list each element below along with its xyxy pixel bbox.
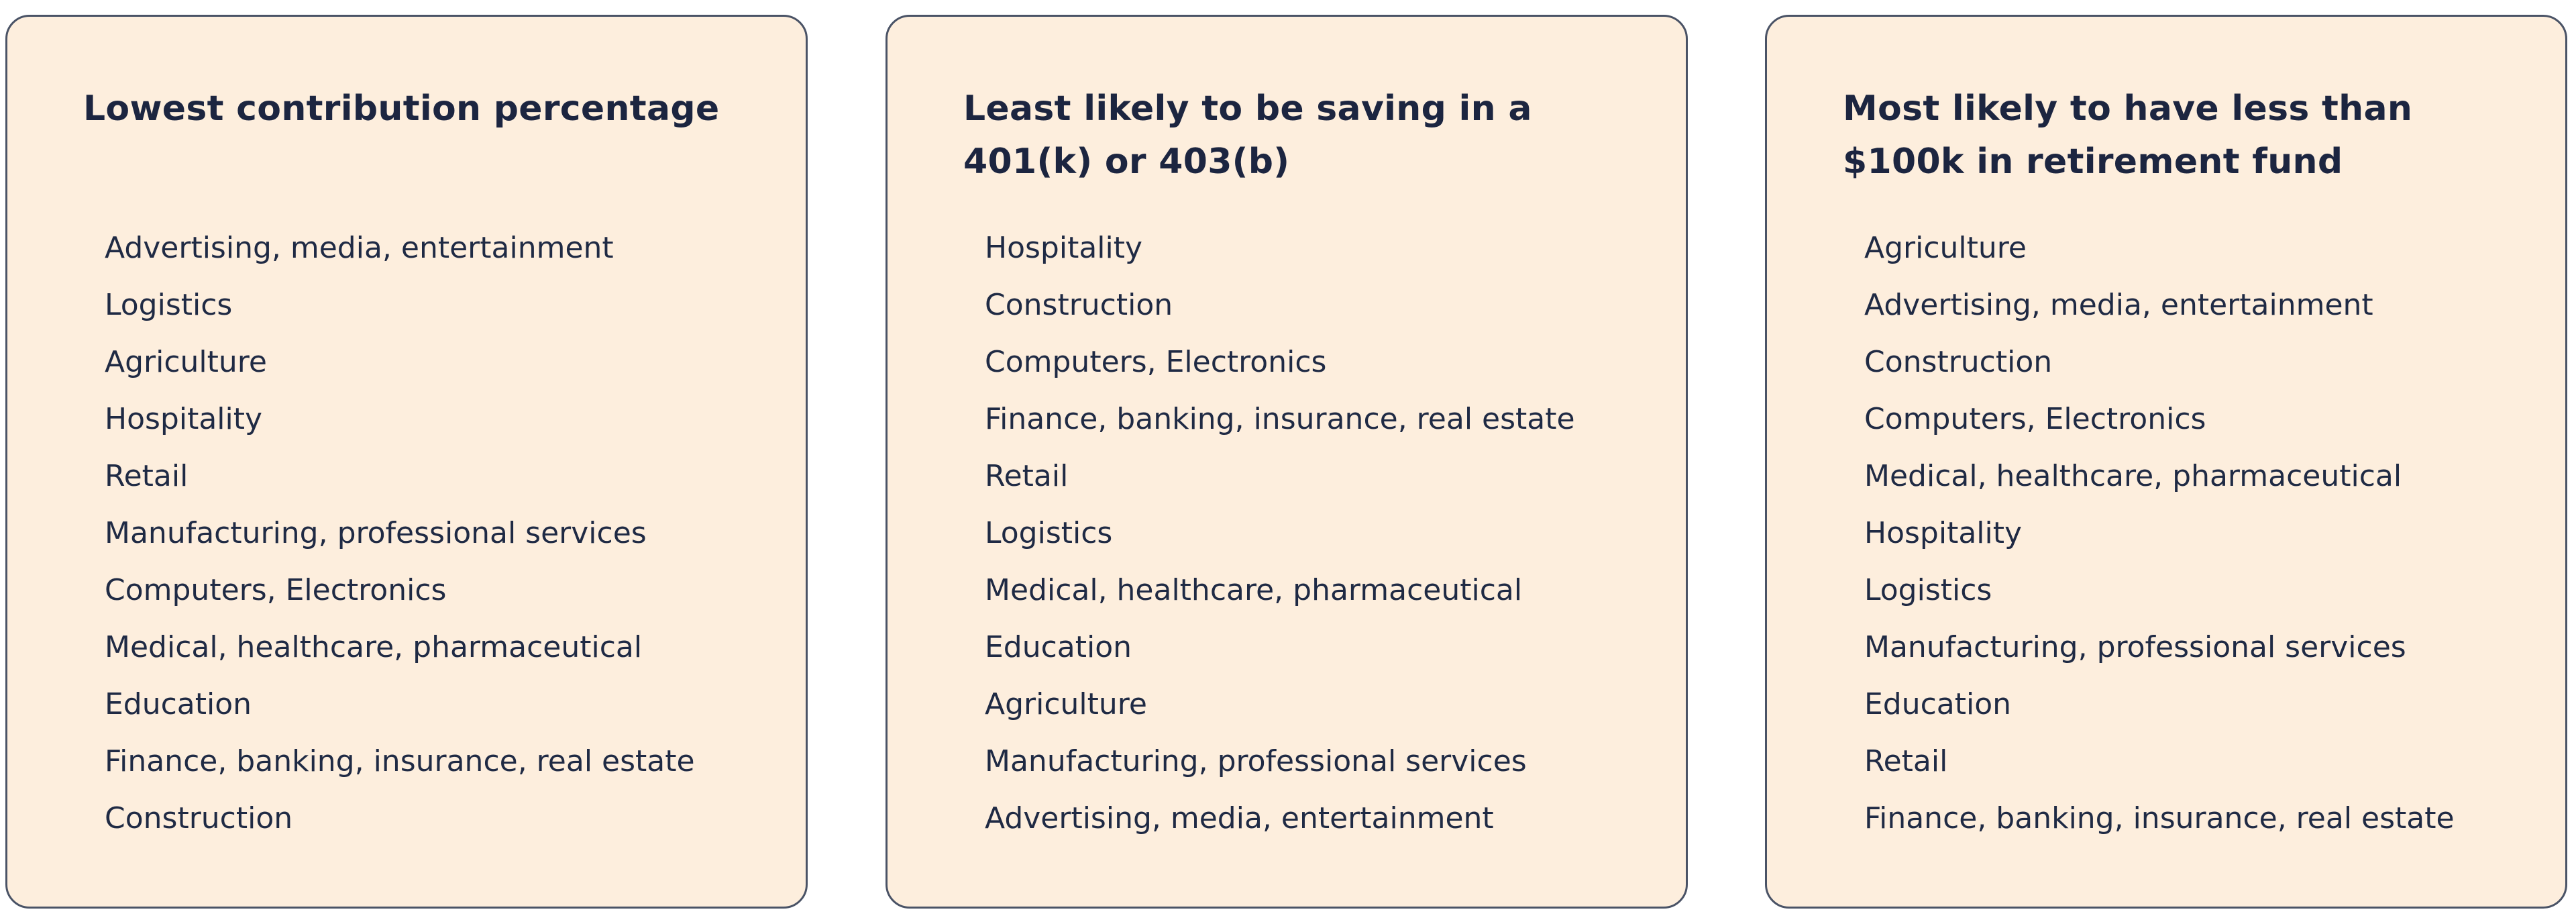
- list-item: Medical, healthcare, pharmaceutical: [105, 630, 643, 664]
- list-item: Manufacturing, professional services: [1864, 630, 2406, 664]
- list-item: Retail: [985, 459, 1069, 493]
- list-item: Finance, banking, insurance, real estate: [1864, 801, 2455, 835]
- industry-list: Hospitality Construction Computers, Elec…: [985, 219, 1575, 847]
- list-item: Agriculture: [985, 687, 1147, 721]
- list-item: Finance, banking, insurance, real estate: [985, 402, 1575, 436]
- list-item: Hospitality: [105, 402, 263, 436]
- list-item: Hospitality: [1864, 516, 2023, 550]
- list-item: Manufacturing, professional services: [105, 516, 647, 550]
- card-title: Least likely to be saving in a 401(k) or…: [963, 89, 1532, 182]
- list-item: Hospitality: [985, 231, 1143, 265]
- list-item: Retail: [1864, 744, 1948, 778]
- list-item: Education: [105, 687, 252, 721]
- list-item: Advertising, media, entertainment: [985, 801, 1494, 835]
- industry-list: Advertising, media, entertainment Logist…: [105, 219, 695, 847]
- industry-list: Agriculture Advertising, media, entertai…: [1864, 219, 2455, 847]
- list-item: Advertising, media, entertainment: [1864, 288, 2373, 322]
- list-item: Agriculture: [105, 345, 267, 379]
- card-lowest-contribution: Lowest contribution percentage Advertisi…: [5, 15, 808, 909]
- list-item: Medical, healthcare, pharmaceutical: [1864, 459, 2402, 493]
- list-item: Education: [985, 630, 1132, 664]
- list-item: Computers, Electronics: [1864, 402, 2206, 436]
- list-item: Logistics: [1864, 573, 1992, 607]
- list-item: Construction: [1864, 345, 2053, 379]
- card-title: Most likely to have less than $100k in r…: [1843, 89, 2413, 182]
- list-item: Logistics: [985, 516, 1113, 550]
- list-item: Advertising, media, entertainment: [105, 231, 614, 265]
- list-item: Finance, banking, insurance, real estate: [105, 744, 695, 778]
- list-item: Construction: [105, 801, 293, 835]
- list-item: Computers, Electronics: [105, 573, 447, 607]
- list-item: Construction: [985, 288, 1173, 322]
- card-least-likely-saving: Least likely to be saving in a 401(k) or…: [885, 15, 1688, 909]
- list-item: Agriculture: [1864, 231, 2027, 265]
- list-item: Medical, healthcare, pharmaceutical: [985, 573, 1523, 607]
- list-item: Computers, Electronics: [985, 345, 1327, 379]
- list-item: Retail: [105, 459, 189, 493]
- list-item: Manufacturing, professional services: [985, 744, 1527, 778]
- card-title: Lowest contribution percentage: [83, 89, 720, 129]
- list-item: Education: [1864, 687, 2012, 721]
- list-item: Logistics: [105, 288, 233, 322]
- card-less-than-100k: Most likely to have less than $100k in r…: [1765, 15, 2567, 909]
